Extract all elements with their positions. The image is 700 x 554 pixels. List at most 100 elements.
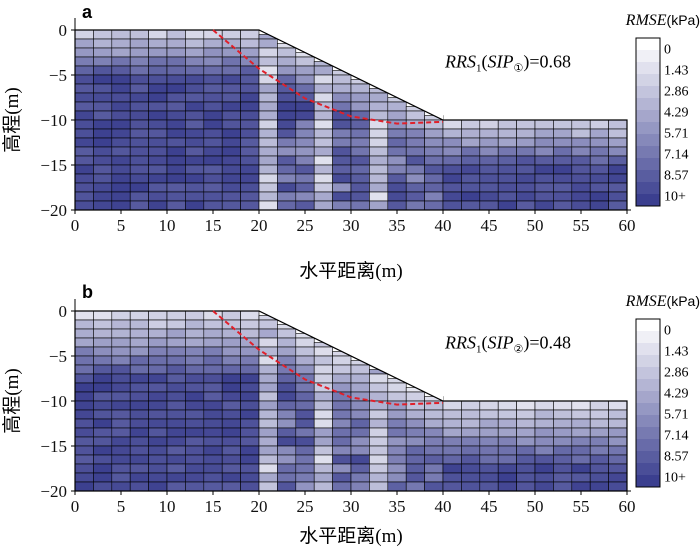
colorbar-segment [636, 182, 660, 195]
heatmap-cell [369, 182, 389, 193]
colorbar-tick-label: 8.57 [664, 169, 689, 184]
heatmap-cell [332, 445, 352, 456]
heatmap-cell [461, 481, 481, 492]
heatmap-cell [553, 400, 573, 411]
heatmap-cell [185, 337, 205, 348]
heatmap-cell [148, 445, 168, 456]
heatmap-cell [111, 164, 131, 175]
heatmap-cell [93, 155, 113, 166]
heatmap-cell [221, 346, 241, 357]
heatmap-cell [332, 155, 352, 166]
heatmap-cell [221, 146, 241, 157]
heatmap-cell [111, 319, 131, 330]
heatmap-cell [258, 191, 278, 202]
heatmap-cell [221, 137, 241, 148]
heatmap-cell [258, 472, 278, 483]
heatmap-cell [608, 400, 628, 411]
heatmap-cell [93, 445, 113, 456]
heatmap-cell [185, 182, 205, 193]
heatmap-cell [258, 364, 278, 375]
heatmap-cell [608, 155, 628, 166]
heatmap-cell [203, 191, 223, 202]
heatmap-cell [240, 47, 260, 58]
colorbar-segment [636, 74, 660, 87]
heatmap-cell [589, 463, 609, 474]
heatmap-cell [424, 472, 444, 483]
heatmap-cell [203, 337, 223, 348]
heatmap-cell [221, 164, 241, 175]
heatmap-cell [258, 319, 278, 330]
colorbar-tick-label: 5.71 [664, 127, 689, 142]
heatmap-cell [295, 119, 315, 130]
heatmap-cell [553, 427, 573, 438]
heatmap-cell [166, 101, 186, 112]
heatmap-cell [405, 110, 425, 121]
heatmap-cell [534, 182, 554, 193]
heatmap-cell [93, 56, 113, 67]
heatmap-cell [148, 191, 168, 202]
heatmap-cell [295, 445, 315, 456]
rrs-annotation: RRS1(SIP②)=0.48 [444, 333, 571, 356]
heatmap-cell [589, 191, 609, 202]
heatmap-cell [74, 472, 94, 483]
heatmap-cell [148, 373, 168, 384]
heatmap-cell [479, 164, 499, 175]
heatmap-cell [516, 191, 536, 202]
heatmap-cell [497, 427, 517, 438]
heatmap-cell [589, 182, 609, 193]
heatmap-cell [240, 128, 260, 139]
heatmap-cell [148, 155, 168, 166]
heatmap-cell [553, 445, 573, 456]
heatmap-cell [387, 382, 407, 393]
heatmap-cell [479, 454, 499, 465]
heatmap-cell [93, 436, 113, 447]
heatmap-cell [350, 137, 370, 148]
heatmap-cell [240, 364, 260, 375]
heatmap-cell [148, 173, 168, 184]
heatmap-cell [516, 182, 536, 193]
heatmap-cell [166, 337, 186, 348]
heatmap-cell [424, 200, 444, 211]
colorbar-segment [636, 331, 660, 344]
heatmap-cell [332, 74, 352, 85]
heatmap-cell [295, 355, 315, 366]
heatmap-cell [277, 472, 297, 483]
x-tick-label: 10 [159, 216, 176, 235]
heatmap-cell [93, 200, 113, 211]
heatmap-cell [93, 74, 113, 85]
heatmap-cell [93, 400, 113, 411]
heatmap-cell [240, 445, 260, 456]
heatmap-cell [516, 173, 536, 184]
heatmap-cell [553, 173, 573, 184]
heatmap-cell [497, 445, 517, 456]
colorbar-segment [636, 319, 660, 332]
heatmap-cell [203, 128, 223, 139]
heatmap-cell [185, 310, 205, 321]
heatmap-cell [129, 391, 149, 402]
heatmap-cell [111, 409, 131, 420]
heatmap-cell [553, 119, 573, 130]
heatmap-cell [166, 29, 186, 40]
heatmap-cell [350, 146, 370, 157]
heatmap-cell [129, 173, 149, 184]
heatmap-cell [571, 481, 591, 492]
heatmap-cell [461, 128, 481, 139]
heatmap-cell [313, 119, 333, 130]
heatmap-cell [74, 137, 94, 148]
heatmap-cell [516, 200, 536, 211]
heatmap-cell [129, 128, 149, 139]
heatmap-cell [516, 155, 536, 166]
heatmap-cell [295, 191, 315, 202]
heatmap-cell [240, 155, 260, 166]
heatmap-cell [185, 29, 205, 40]
heatmap-cell [479, 182, 499, 193]
heatmap-cell [313, 92, 333, 103]
heatmap-cell [148, 337, 168, 348]
heatmap-cell [332, 472, 352, 483]
heatmap-cell [258, 427, 278, 438]
heatmap-cell [111, 454, 131, 465]
heatmap-cell [221, 472, 241, 483]
heatmap-cell [332, 427, 352, 438]
y-tick-label: −10 [40, 111, 67, 130]
